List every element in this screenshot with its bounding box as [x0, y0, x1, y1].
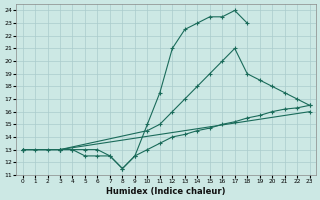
X-axis label: Humidex (Indice chaleur): Humidex (Indice chaleur)	[106, 187, 226, 196]
